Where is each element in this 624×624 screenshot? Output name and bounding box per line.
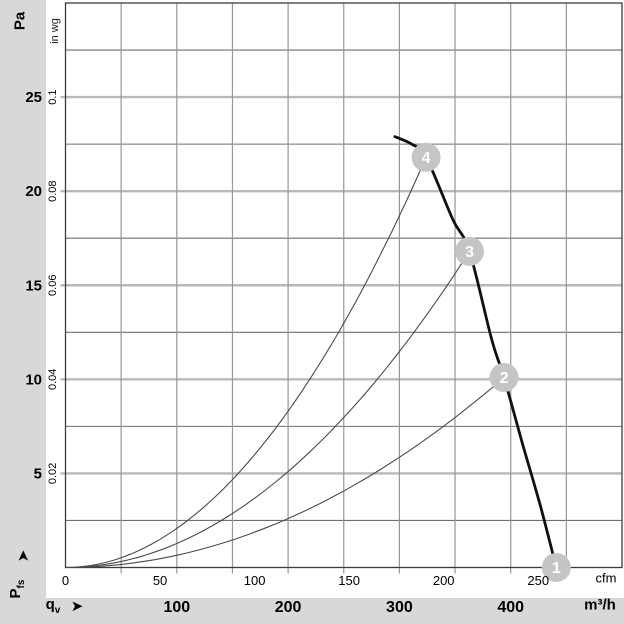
axis-tick-labels: 5 0.02 10 0.04 15 0.06 20 0.08 25 0.1 0 50 100 150 200… — [25, 89, 549, 616]
m3h-tick-label: 200 — [275, 599, 302, 616]
cfm-tick-label: 0 — [62, 573, 69, 588]
pa-tick-label: 25 — [25, 89, 42, 106]
m3h-tick-label: 300 — [386, 599, 413, 616]
pressure-axis-arrow-icon: ➤ — [15, 549, 32, 563]
operating-point-1: 1 — [541, 553, 571, 582]
system-curve-3 — [65, 251, 470, 569]
pfs-subscript: fs — [16, 579, 27, 589]
cfm-tick-label: 50 — [153, 573, 167, 588]
y-axis-symbol-pfs: Pfs — [7, 580, 27, 599]
x-axis-unit-m3h: m³/h — [584, 596, 616, 614]
y-axis-unit-pa: Pa — [11, 11, 29, 31]
y-axis-unit-inwg: in wg — [49, 18, 61, 44]
plot-background — [46, 0, 624, 598]
inwg-tick-label: 0.08 — [47, 180, 59, 201]
gridlines — [60, 3, 622, 574]
qv-subscript: v — [54, 605, 61, 616]
operating-point-number: 1 — [552, 560, 561, 577]
flow-axis-arrow-icon: ➤ — [70, 598, 84, 615]
inwg-tick-label: 0.04 — [47, 369, 59, 390]
pfs-base: P — [7, 588, 24, 599]
operating-point-circle — [541, 553, 571, 582]
cfm-tick-label: 150 — [338, 573, 360, 588]
m3h-tick-label: 400 — [497, 599, 524, 616]
fan-curve — [393, 135, 558, 569]
inwg-tick-label: 0.02 — [47, 463, 59, 484]
pa-tick-label: 20 — [25, 183, 42, 200]
pa-tick-label: 10 — [25, 371, 42, 388]
pa-tick-label: 15 — [25, 277, 42, 294]
operating-point-4: 4 — [411, 142, 441, 172]
operating-point-3: 3 — [455, 236, 485, 266]
qv-base: q — [45, 596, 55, 613]
cfm-tick-label: 250 — [527, 573, 549, 588]
system-curves — [65, 157, 505, 569]
operating-point-2: 2 — [489, 362, 519, 392]
inwg-tick-label: 0.06 — [47, 275, 59, 296]
cfm-tick-label: 100 — [244, 573, 266, 588]
operating-point-circle — [455, 236, 485, 266]
m3h-tick-label: 100 — [163, 599, 190, 616]
x-axis-unit-cfm: cfm — [595, 570, 617, 586]
operating-point-circle — [489, 362, 519, 392]
operating-points: 1 2 3 4 — [411, 142, 571, 582]
inwg-tick-label: 0.1 — [47, 89, 59, 104]
pa-tick-label: 5 — [34, 465, 42, 482]
operating-point-number: 4 — [422, 150, 431, 167]
system-curve-2 — [65, 377, 505, 569]
system-curve-4 — [65, 157, 427, 569]
x-axis-symbol-qv: qv — [46, 596, 61, 616]
operating-point-number: 2 — [500, 370, 509, 387]
operating-point-number: 3 — [465, 244, 474, 261]
operating-point-circle — [411, 142, 441, 172]
plot-frame — [64, 2, 623, 569]
cfm-tick-label: 200 — [433, 573, 455, 588]
